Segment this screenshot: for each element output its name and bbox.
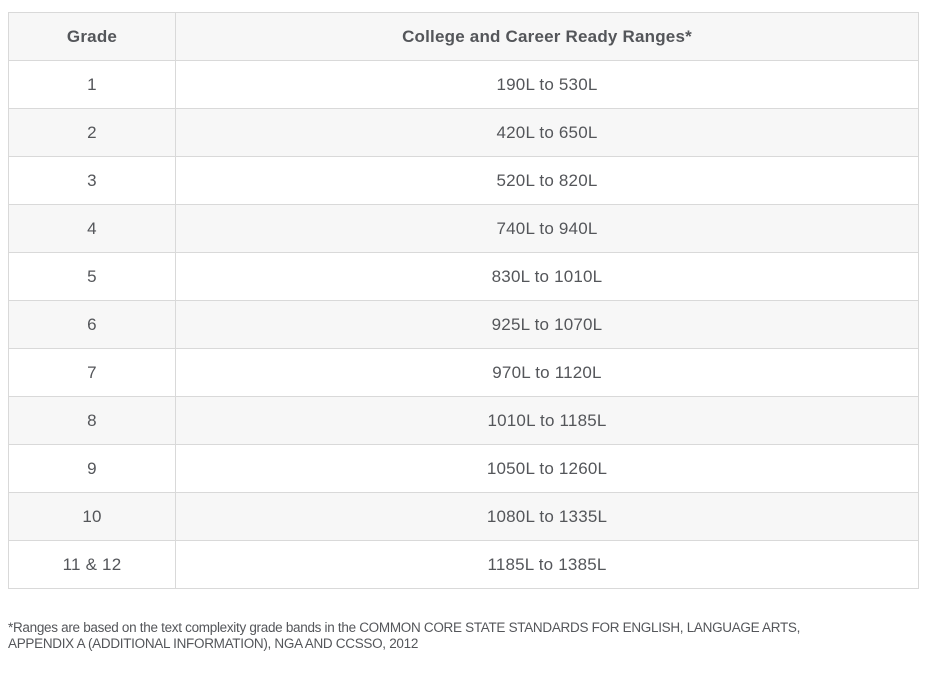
table-row: 7 970L to 1120L (8, 348, 919, 397)
ranges-column-header: College and Career Ready Ranges* (175, 12, 919, 61)
range-cell: 925L to 1070L (175, 300, 919, 349)
lexile-ranges-table: Grade College and Career Ready Ranges* 1… (8, 12, 919, 589)
grade-cell: 2 (8, 108, 176, 157)
grade-cell: 5 (8, 252, 176, 301)
footnote-line-1: *Ranges are based on the text complexity… (8, 620, 801, 635)
table-row: 2 420L to 650L (8, 108, 919, 157)
table-row: 1 190L to 530L (8, 60, 919, 109)
range-cell: 1010L to 1185L (175, 396, 919, 445)
table-row: 4 740L to 940L (8, 204, 919, 253)
header-row: Grade College and Career Ready Ranges* (8, 12, 919, 61)
range-cell: 1050L to 1260L (175, 444, 919, 493)
table-row: 11 & 12 1185L to 1385L (8, 540, 919, 589)
grade-cell: 10 (8, 492, 176, 541)
range-cell: 520L to 820L (175, 156, 919, 205)
footnote-line-2: APPENDIX A (ADDITIONAL INFORMATION), NGA… (8, 636, 419, 651)
grade-cell: 11 & 12 (8, 540, 176, 589)
grade-cell: 1 (8, 60, 176, 109)
grade-cell: 6 (8, 300, 176, 349)
grade-cell: 7 (8, 348, 176, 397)
range-cell: 1080L to 1335L (175, 492, 919, 541)
table-row: 3 520L to 820L (8, 156, 919, 205)
table-row: 9 1050L to 1260L (8, 444, 919, 493)
footnote: *Ranges are based on the text complexity… (8, 620, 919, 652)
grade-cell: 4 (8, 204, 176, 253)
range-cell: 1185L to 1385L (175, 540, 919, 589)
range-cell: 970L to 1120L (175, 348, 919, 397)
table-row: 6 925L to 1070L (8, 300, 919, 349)
table-row: 5 830L to 1010L (8, 252, 919, 301)
range-cell: 420L to 650L (175, 108, 919, 157)
range-cell: 740L to 940L (175, 204, 919, 253)
table-row: 8 1010L to 1185L (8, 396, 919, 445)
range-cell: 190L to 530L (175, 60, 919, 109)
grade-column-header: Grade (8, 12, 176, 61)
range-cell: 830L to 1010L (175, 252, 919, 301)
grade-cell: 9 (8, 444, 176, 493)
table-row: 10 1080L to 1335L (8, 492, 919, 541)
grade-cell: 3 (8, 156, 176, 205)
grade-cell: 8 (8, 396, 176, 445)
